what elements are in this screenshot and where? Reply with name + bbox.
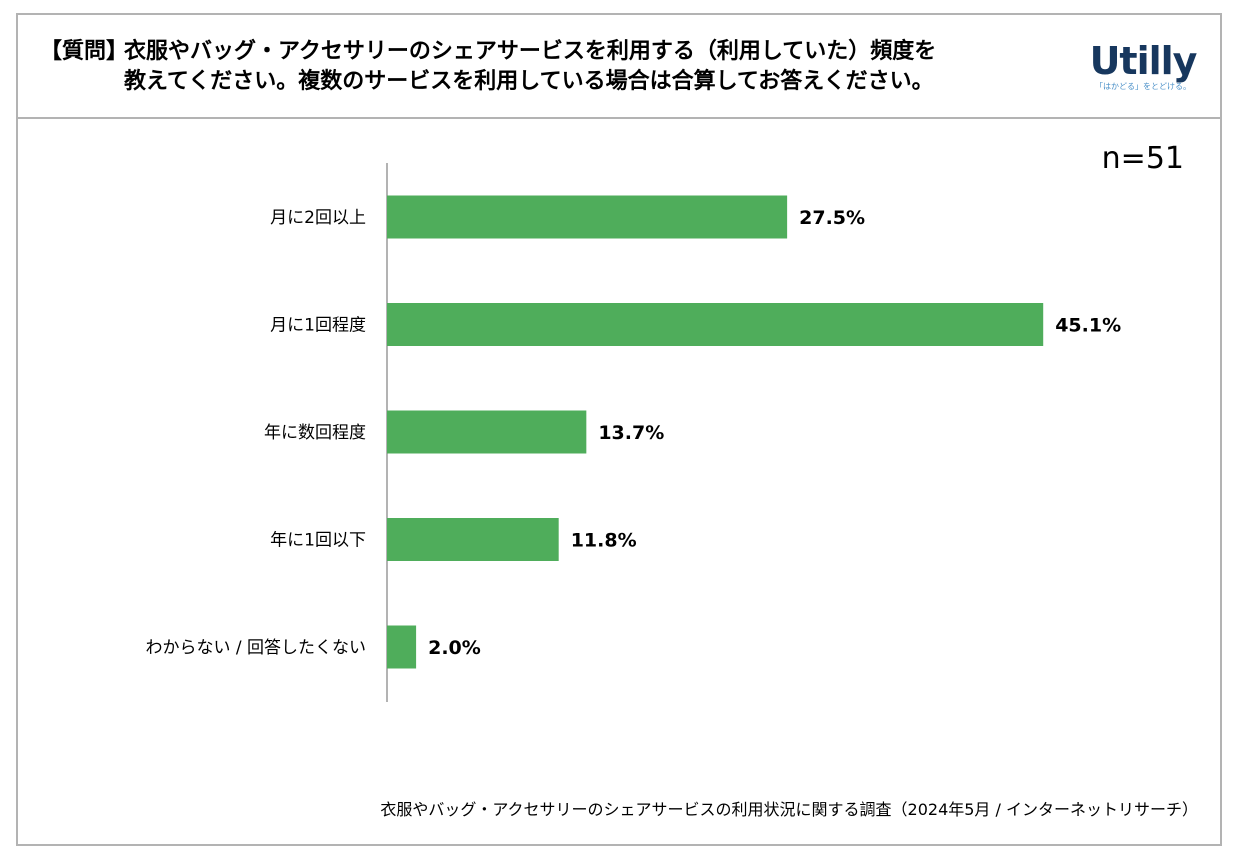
- data-label: 13.7%: [598, 422, 664, 444]
- question-text: 【質問】衣服やバッグ・アクセサリーのシェアサービスを利用する（利用していた）頻度…: [40, 37, 1000, 97]
- data-label: 11.8%: [571, 530, 637, 552]
- bar: [387, 410, 587, 454]
- question-header: 【質問】衣服やバッグ・アクセサリーのシェアサービスを利用する（利用していた）頻度…: [18, 15, 1220, 119]
- sample-size-label: n=51: [1101, 141, 1184, 176]
- question-line-2: 教えてください。複数のサービスを利用している場合は合算してお答えください。: [124, 69, 934, 94]
- bar: [387, 518, 559, 561]
- utilly-logo: Utilly 「はかどる」をとどける。: [1088, 41, 1198, 92]
- category-label: 年に1回以下: [270, 531, 366, 551]
- bar: [387, 303, 1044, 346]
- category-label: 月に2回以上: [270, 208, 366, 228]
- category-label: 年に数回程度: [264, 423, 366, 443]
- question-prefix: 【質問】: [40, 39, 129, 64]
- logo-wordmark: Utilly: [1089, 39, 1198, 83]
- question-body: 衣服やバッグ・アクセサリーのシェアサービスを利用する（利用していた）頻度を 教えて…: [124, 37, 994, 97]
- logo-tagline: 「はかどる」をとどける。: [1095, 82, 1191, 91]
- bar: [387, 625, 417, 669]
- chart-frame: 【質問】衣服やバッグ・アクセサリーのシェアサービスを利用する（利用していた）頻度…: [16, 13, 1222, 846]
- bar: [387, 195, 788, 239]
- data-label: 45.1%: [1055, 315, 1121, 337]
- category-label: わからない / 回答したくない: [145, 638, 366, 658]
- data-label: 2.0%: [428, 637, 481, 659]
- data-label: 27.5%: [799, 207, 865, 229]
- category-label: 月に1回程度: [270, 316, 366, 336]
- source-footnote: 衣服やバッグ・アクセサリーのシェアサービスの利用状況に関する調査（2024年5月…: [380, 800, 1198, 819]
- question-line-1: 衣服やバッグ・アクセサリーのシェアサービスを利用する（利用していた）頻度を: [124, 39, 937, 64]
